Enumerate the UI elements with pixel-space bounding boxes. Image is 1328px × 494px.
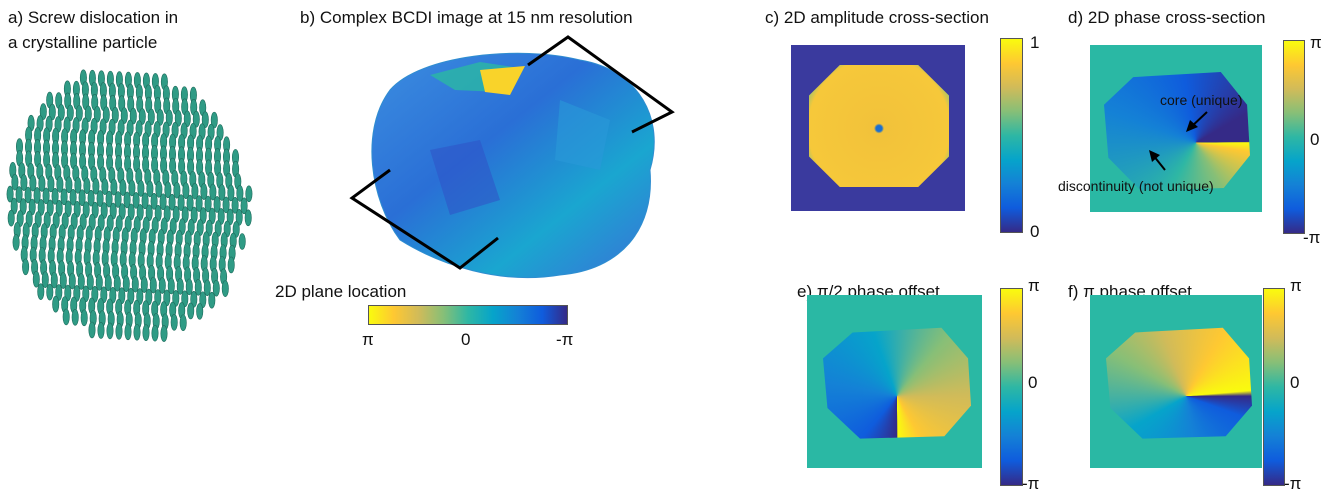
lattice-atom: [228, 257, 234, 273]
lattice-atom: [239, 234, 245, 250]
lattice-atom: [171, 314, 177, 330]
lattice-atom: [245, 210, 251, 226]
lattice-atom: [38, 284, 44, 300]
lattice-atom: [134, 324, 140, 340]
crystal-lattice: [7, 70, 252, 342]
lattice-atom: [209, 292, 215, 308]
lattice-atom: [53, 296, 59, 312]
lattice-atom: [222, 281, 228, 297]
lattice-atom: [47, 284, 53, 300]
lattice-atom: [72, 309, 78, 325]
lattice-atom: [180, 315, 186, 331]
lattice-atom: [161, 326, 167, 342]
lattice-atom: [116, 323, 122, 339]
lattice-atom: [152, 325, 158, 341]
lattice-atom: [63, 309, 69, 325]
lattice-atom: [81, 310, 87, 326]
drawing-layer: [0, 0, 1328, 494]
lattice-atom: [125, 324, 131, 340]
lattice-atom: [197, 303, 203, 319]
figure: a) Screw dislocation in a crystalline pa…: [0, 0, 1328, 494]
lattice-atom: [188, 303, 194, 319]
lattice-atom: [107, 323, 113, 339]
lattice-atom: [13, 234, 19, 250]
lattice-atom: [8, 210, 14, 226]
lattice-atom: [98, 322, 104, 338]
lattice-atom: [143, 325, 149, 341]
lattice-atom: [22, 259, 28, 275]
lattice-atom: [89, 322, 95, 338]
lattice-atom: [246, 186, 252, 202]
lattice-atom: [33, 271, 39, 287]
